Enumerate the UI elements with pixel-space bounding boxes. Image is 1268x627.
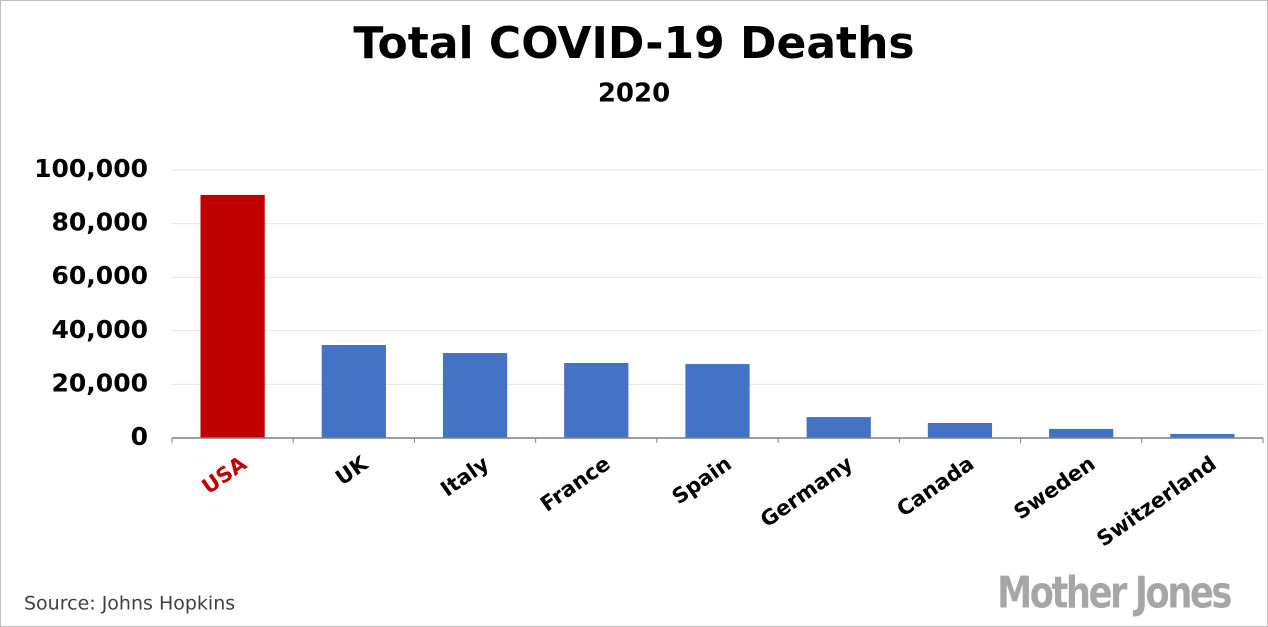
y-tick-label: 100,000 xyxy=(34,154,148,183)
bar xyxy=(564,362,629,438)
chart-title: Total COVID-19 Deaths xyxy=(353,18,914,69)
bar xyxy=(200,194,265,438)
y-tick-label: 0 xyxy=(131,422,148,451)
bar xyxy=(806,417,871,438)
logo: Mother Jones xyxy=(997,568,1231,619)
y-tick-label: 60,000 xyxy=(52,261,148,290)
bar xyxy=(927,422,993,438)
bar xyxy=(1049,428,1114,438)
chart-subtitle: 2020 xyxy=(598,79,670,109)
bar xyxy=(321,345,386,438)
y-tick-label: 20,000 xyxy=(52,368,148,397)
y-tick-label: 80,000 xyxy=(52,208,148,237)
source-note: Source: Johns Hopkins xyxy=(24,593,235,615)
bar xyxy=(1170,433,1235,438)
bar xyxy=(442,353,508,438)
y-tick-label: 40,000 xyxy=(52,315,148,344)
bar xyxy=(685,364,750,438)
